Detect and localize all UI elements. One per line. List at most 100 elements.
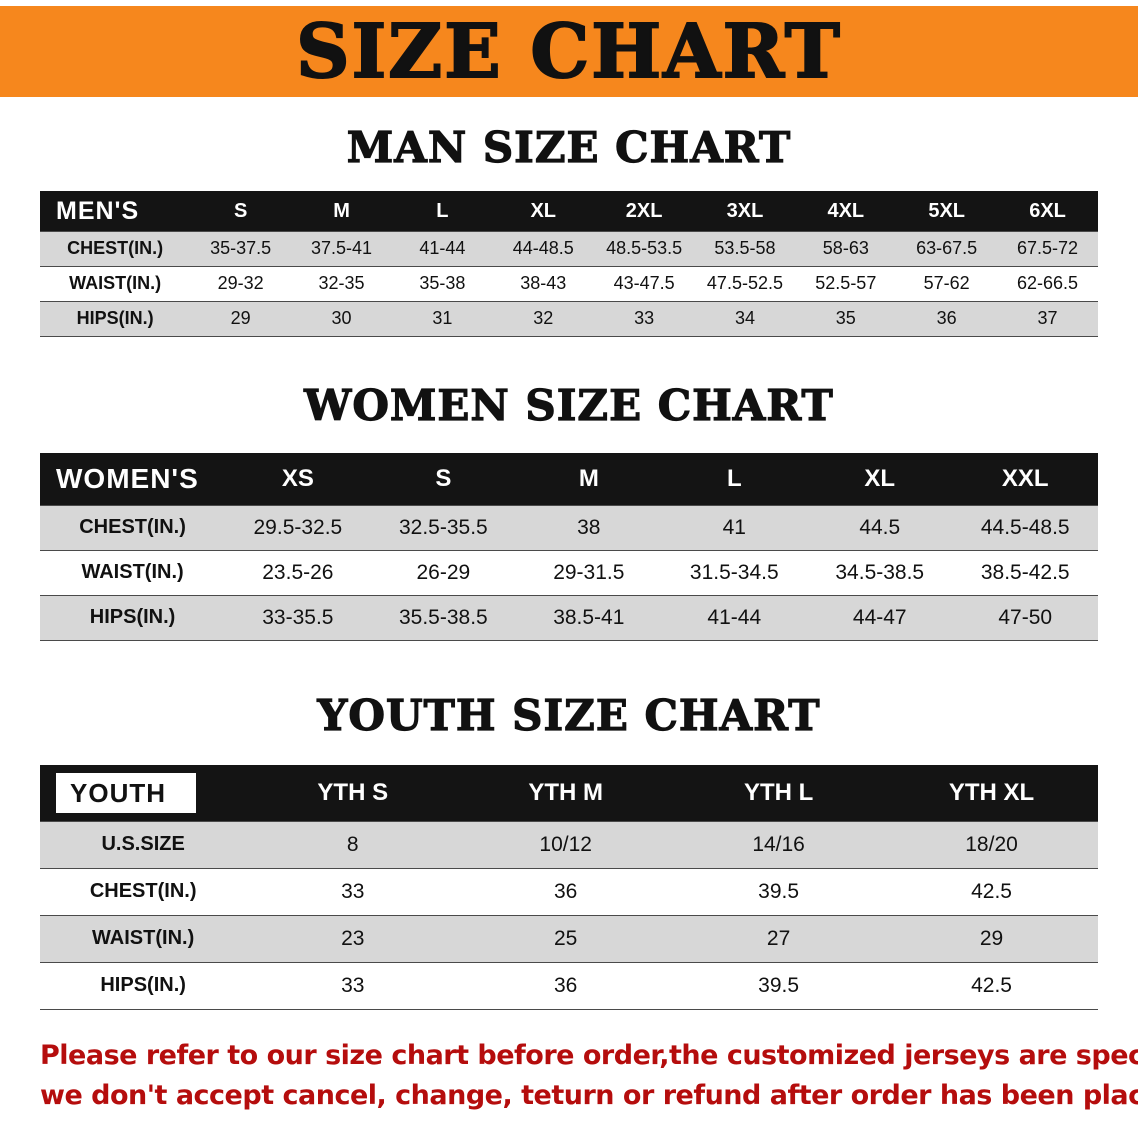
data-cell: 29 bbox=[979, 926, 1004, 950]
data-cell: 63-67.5 bbox=[916, 238, 978, 259]
data-cell: 52.5-57 bbox=[815, 273, 877, 294]
table-row: CHEST(IN.) 29.5-32.5 32.5-35.5 38 41 44.5 44.5… bbox=[40, 505, 1098, 551]
table-header-row: MEN'S S M L XL 2XL 3XL 4XL 5XL 6XL bbox=[40, 191, 1098, 232]
row-label: HIPS(IN.) bbox=[100, 974, 186, 997]
data-cell: 27 bbox=[766, 926, 791, 950]
table-header-row: YOUTH YTH S YTH M YTH L YTH XL bbox=[40, 765, 1098, 822]
size-column-header: 4XL bbox=[827, 199, 865, 222]
youth-size-chart-section: YOUTH SIZE CHART YOUTH YTH S YTH M YTH L YTH… bbox=[0, 690, 1138, 1010]
data-cell: 23.5-26 bbox=[262, 560, 334, 584]
data-cell: 38.5-41 bbox=[553, 605, 625, 629]
data-cell: 47-50 bbox=[998, 605, 1053, 629]
size-column-header: L bbox=[726, 465, 742, 493]
table-row: HIPS(IN.) 29 30 31 32 33 34 35 36 37 bbox=[40, 301, 1098, 337]
size-column-header: YTH M bbox=[528, 778, 604, 806]
table-corner-text: YOUTH bbox=[56, 772, 196, 813]
data-cell: 41-44 bbox=[419, 238, 466, 259]
data-cell: 44.5-48.5 bbox=[980, 515, 1070, 539]
data-cell: 30 bbox=[331, 308, 352, 329]
data-cell: 29.5-32.5 bbox=[253, 515, 343, 539]
data-cell: 34.5-38.5 bbox=[835, 560, 925, 584]
page-title: SIZE CHART bbox=[295, 8, 842, 95]
data-cell: 26-29 bbox=[416, 560, 471, 584]
men-size-table: MEN'S S M L XL 2XL 3XL 4XL 5XL 6XL CHEST(IN.) 35-37… bbox=[40, 191, 1098, 337]
data-cell: 35 bbox=[835, 308, 856, 329]
youth-size-table: YOUTH YTH S YTH M YTH L YTH XL U.S.SIZE 8 10/12… bbox=[40, 765, 1098, 1010]
data-cell: 39.5 bbox=[758, 973, 800, 997]
women-section-heading: WOMEN SIZE CHART bbox=[304, 380, 834, 430]
data-cell: 14/16 bbox=[752, 832, 805, 856]
table-row: WAIST(IN.) 23.5-26 26-29 29-31.5 31.5-34.5 34… bbox=[40, 550, 1098, 596]
size-column-header: S bbox=[435, 465, 452, 493]
data-cell: 32 bbox=[533, 308, 554, 329]
footer-note-line-2: we don't accept cancel, change, teturn o… bbox=[40, 1079, 1138, 1111]
table-corner-text: MEN'S bbox=[56, 196, 140, 225]
banner: SIZE CHART bbox=[0, 6, 1138, 97]
data-cell: 44-48.5 bbox=[512, 238, 574, 259]
table-row: U.S.SIZE 8 10/12 14/16 18/20 bbox=[40, 821, 1098, 869]
data-cell: 39.5 bbox=[758, 879, 800, 903]
data-cell: 44.5 bbox=[859, 515, 901, 539]
data-cell: 36 bbox=[554, 879, 578, 903]
size-column-header: YTH S bbox=[317, 778, 389, 806]
data-cell: 8 bbox=[346, 832, 359, 856]
row-label: CHEST(IN.) bbox=[79, 516, 186, 539]
youth-section-heading: YOUTH SIZE CHART bbox=[317, 690, 821, 740]
data-cell: 32.5-35.5 bbox=[398, 515, 488, 539]
size-column-header: XXL bbox=[1001, 465, 1049, 493]
data-cell: 62-66.5 bbox=[1017, 273, 1079, 294]
data-cell: 41 bbox=[722, 515, 746, 539]
data-cell: 42.5 bbox=[971, 973, 1012, 997]
footer-note-line-1: Please refer to our size chart before or… bbox=[40, 1039, 1138, 1071]
data-cell: 41-44 bbox=[707, 605, 762, 629]
size-column-header: 2XL bbox=[625, 199, 663, 222]
men-section-heading: MAN SIZE CHART bbox=[346, 122, 792, 172]
size-column-header: YTH L bbox=[743, 778, 814, 806]
data-cell: 67.5-72 bbox=[1017, 238, 1079, 259]
table-row: CHEST(IN.) 33 36 39.5 42.5 bbox=[40, 868, 1098, 916]
data-cell: 35.5-38.5 bbox=[398, 605, 488, 629]
data-cell: 34 bbox=[734, 308, 755, 329]
table-row: CHEST(IN.) 35-37.5 37.5-41 41-44 44-48.5 48.5… bbox=[40, 231, 1098, 267]
data-cell: 57-62 bbox=[923, 273, 970, 294]
size-column-header: M bbox=[333, 199, 350, 222]
data-cell: 33 bbox=[341, 973, 365, 997]
table-row: HIPS(IN.) 33 36 39.5 42.5 bbox=[40, 962, 1098, 1010]
data-cell: 29-31.5 bbox=[553, 560, 625, 584]
table-corner-label: YOUTH bbox=[40, 765, 246, 821]
size-column-header: L bbox=[436, 199, 449, 222]
table-corner-label: MEN'S bbox=[40, 191, 190, 231]
size-column-header: XL bbox=[864, 465, 896, 493]
data-cell: 37 bbox=[1037, 308, 1058, 329]
men-size-chart-section: MAN SIZE CHART MEN'S S M L XL 2XL 3XL 4XL 5XL 6XL… bbox=[0, 122, 1138, 337]
table-row: WAIST(IN.) 29-32 32-35 35-38 38-43 43-47.5 47.… bbox=[40, 266, 1098, 302]
row-label: WAIST(IN.) bbox=[81, 561, 184, 584]
table-corner-text: WOMEN'S bbox=[56, 463, 199, 495]
data-cell: 44-47 bbox=[852, 605, 907, 629]
size-column-header: XS bbox=[281, 465, 314, 493]
table-corner-label: WOMEN'S bbox=[40, 453, 225, 505]
size-column-header: 3XL bbox=[726, 199, 764, 222]
data-cell: 29 bbox=[230, 308, 251, 329]
data-cell: 47.5-52.5 bbox=[706, 273, 783, 294]
size-column-header: 6XL bbox=[1029, 199, 1066, 222]
table-row: WAIST(IN.) 23 25 27 29 bbox=[40, 915, 1098, 963]
data-cell: 38 bbox=[577, 515, 601, 539]
data-cell: 48.5-53.5 bbox=[606, 238, 683, 259]
data-cell: 32-35 bbox=[318, 273, 365, 294]
table-header-row: WOMEN'S XS S M L XL XXL bbox=[40, 453, 1098, 506]
data-cell: 33 bbox=[634, 308, 655, 329]
data-cell: 36 bbox=[554, 973, 578, 997]
row-label: WAIST(IN.) bbox=[69, 273, 162, 294]
row-label: CHEST(IN.) bbox=[67, 238, 164, 259]
row-label: WAIST(IN.) bbox=[92, 927, 195, 950]
data-cell: 10/12 bbox=[539, 832, 592, 856]
data-cell: 29-32 bbox=[217, 273, 264, 294]
size-column-header: YTH XL bbox=[948, 778, 1035, 806]
data-cell: 31 bbox=[432, 308, 453, 329]
data-cell: 35-37.5 bbox=[210, 238, 272, 259]
women-size-chart-section: WOMEN SIZE CHART WOMEN'S XS S M L XL XXL CHEST(… bbox=[0, 380, 1138, 641]
data-cell: 18/20 bbox=[965, 832, 1018, 856]
size-chart-page: SIZE CHART MAN SIZE CHART MEN'S S M L XL 2XL 3… bbox=[0, 6, 1138, 1138]
size-column-header: 5XL bbox=[928, 199, 966, 222]
